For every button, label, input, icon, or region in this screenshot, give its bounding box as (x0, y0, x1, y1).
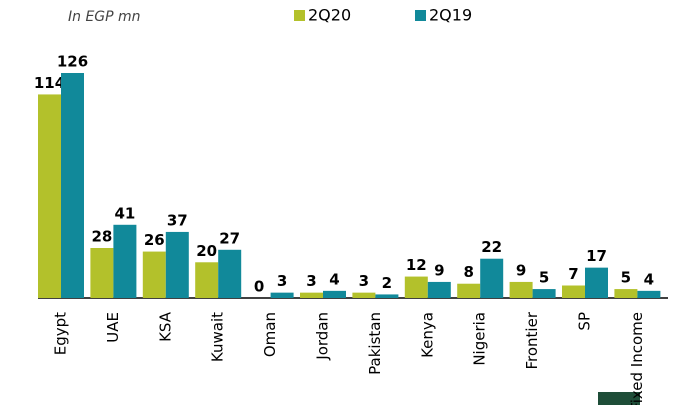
x-tick-label: Pakistan (366, 312, 384, 375)
bar (300, 292, 323, 298)
value-label: 12 (406, 256, 427, 274)
value-label: 22 (481, 238, 502, 256)
value-label: 2 (382, 274, 392, 292)
bar (427, 281, 451, 298)
value-label: 7 (568, 265, 578, 283)
bar (218, 249, 242, 298)
value-label: 8 (463, 263, 473, 281)
x-tick-label: Nigeria (471, 312, 489, 366)
bar (480, 258, 504, 298)
bar (195, 262, 219, 298)
value-label: 28 (91, 228, 112, 246)
legend-label: 2Q20 (308, 6, 351, 25)
bar (352, 292, 376, 298)
x-tick-label: UAE (104, 312, 122, 343)
value-label: 9 (434, 261, 444, 279)
bar (509, 281, 533, 298)
x-tick-label: Egypt (52, 312, 70, 355)
bar (270, 292, 294, 298)
x-tick-label: SP (576, 312, 594, 331)
x-tick-label: Kuwait (209, 312, 227, 362)
legend-label: 2Q19 (429, 6, 472, 25)
value-label: 27 (219, 229, 240, 247)
value-label: 37 (167, 211, 188, 229)
value-label: 114 (34, 74, 65, 92)
value-label: 3 (359, 272, 369, 290)
legend-swatch (415, 10, 426, 21)
x-tick-label: Jordan (314, 312, 332, 361)
bar (38, 94, 61, 298)
bar (637, 290, 661, 298)
value-label: 3 (277, 272, 287, 290)
value-label: 4 (644, 270, 654, 288)
bar (90, 248, 114, 298)
bar (323, 290, 346, 298)
value-label: 26 (144, 231, 165, 249)
bar (404, 276, 428, 298)
value-label: 3 (306, 272, 316, 290)
value-label: 126 (57, 53, 88, 71)
x-tick-label: Kenya (418, 312, 436, 358)
bar (585, 267, 608, 298)
bar (375, 294, 399, 298)
value-label: 17 (586, 247, 607, 265)
value-label: 41 (114, 204, 135, 222)
bar (113, 224, 137, 298)
value-label: 0 (254, 278, 264, 296)
value-label: 4 (329, 270, 339, 288)
value-label: 20 (196, 242, 217, 260)
x-tick-label: Fixed Income (628, 312, 646, 405)
decoration (598, 392, 640, 405)
bar (614, 289, 638, 298)
bar (142, 251, 166, 298)
value-label: 5 (539, 269, 549, 287)
x-tick-label: Oman (261, 312, 279, 357)
bar (457, 283, 481, 298)
bar (532, 289, 556, 298)
value-label: 9 (516, 261, 526, 279)
legend-swatch (294, 10, 305, 21)
x-tick-label: KSA (156, 311, 174, 342)
bar (165, 231, 189, 298)
bar (61, 73, 84, 298)
chart-subtitle: In EGP mn (68, 9, 141, 25)
x-tick-label: Frontier (523, 311, 541, 369)
bar (562, 285, 585, 298)
value-label: 5 (621, 269, 631, 287)
